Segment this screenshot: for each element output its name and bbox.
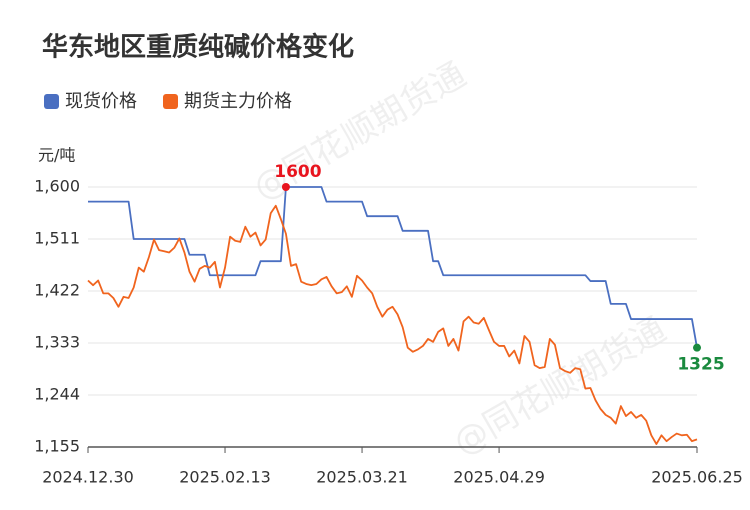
y-tick-label: 1,333 — [34, 333, 80, 352]
watermark: @同花顺期货通 — [247, 55, 473, 209]
x-tick-label: 2024.12.30 — [42, 468, 134, 487]
legend-swatch — [163, 94, 178, 109]
y-tick-label: 1,422 — [34, 281, 80, 300]
highlight-dot — [693, 343, 701, 352]
value-label: 1600 — [274, 162, 321, 182]
x-tick-label: 2025.03.21 — [316, 468, 408, 487]
x-tick-label: 2025.06.25 — [651, 468, 743, 487]
y-tick-label: 1,600 — [34, 177, 80, 196]
y-unit: 元/吨 — [38, 146, 75, 165]
legend-swatch — [44, 94, 59, 109]
series-line — [88, 186, 698, 348]
chart-title: 华东地区重质纯碱价格变化 — [42, 32, 354, 63]
highlight-dot — [281, 183, 290, 191]
y-tick-label: 1,511 — [34, 229, 80, 248]
legend-label: 期货主力价格 — [184, 91, 292, 112]
x-tick-label: 2025.04.29 — [453, 468, 545, 487]
x-tick-label: 2025.02.13 — [179, 468, 271, 487]
y-tick-label: 1,244 — [34, 385, 80, 404]
value-label: 1325 — [677, 355, 724, 375]
legend-label: 现货价格 — [65, 91, 137, 112]
series-line — [87, 204, 698, 445]
watermark: @同花顺期货通 — [447, 310, 673, 464]
y-tick-label: 1,155 — [34, 437, 80, 456]
